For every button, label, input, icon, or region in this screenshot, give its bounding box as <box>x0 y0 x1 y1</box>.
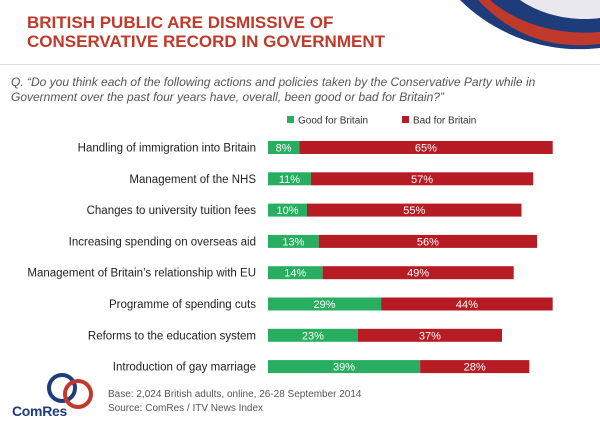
logo-text: ComRes <box>12 403 67 419</box>
question-line-1: Q. “Do you think each of the following a… <box>11 75 536 89</box>
survey-question: Q. “Do you think each of the following a… <box>11 75 591 105</box>
title-line-2: CONSERVATIVE RECORD IN GOVERNMENT <box>27 32 385 51</box>
bar-bad <box>299 141 553 154</box>
comres-logo <box>47 373 93 409</box>
bar-good <box>268 297 382 311</box>
bar-bad <box>381 297 553 311</box>
category-label: Changes to university tuition fees <box>87 205 257 217</box>
base-note: Base: 2,024 British adults, online, 26-2… <box>108 389 362 400</box>
bar-bad <box>420 360 530 374</box>
category-label: Increasing spending on overseas aid <box>69 236 256 248</box>
page-title: BRITISH PUBLIC ARE DISMISSIVE OF CONSERV… <box>27 13 447 51</box>
decorative-swoosh <box>460 0 600 50</box>
data-label-bad: 49% <box>407 268 429 280</box>
data-label-bad: 55% <box>403 205 425 217</box>
title-line-1: BRITISH PUBLIC ARE DISMISSIVE OF <box>27 13 334 32</box>
data-label-good: 10% <box>276 205 298 217</box>
bar-bad <box>310 172 534 186</box>
category-label: Management of the NHS <box>129 174 256 186</box>
chart-footer: Base: 2,024 British adults, online, 26-2… <box>108 388 362 416</box>
bar-good <box>268 141 300 154</box>
bar-good <box>268 172 311 186</box>
stacked-bar-chart: Good for Britain Bad for Britain Handling … <box>27 116 553 374</box>
category-label: Reforms to the education system <box>88 330 256 342</box>
bar-bad <box>318 234 538 248</box>
source-note: Source: ComRes / ITV News Index <box>108 403 264 414</box>
bar-good <box>268 360 421 374</box>
data-label-good: 14% <box>284 268 306 280</box>
data-label-bad: 65% <box>415 143 437 155</box>
header-divider <box>0 64 600 65</box>
data-label-bad: 44% <box>456 299 478 311</box>
bar-bad <box>322 266 514 280</box>
data-label-good: 29% <box>314 299 336 311</box>
data-label-good: 13% <box>282 236 304 248</box>
bar-bad <box>357 328 502 342</box>
data-label-good: 11% <box>279 174 300 186</box>
legend-swatch-0 <box>287 116 294 123</box>
legend-swatch-1 <box>402 116 409 123</box>
category-label: Handling of immigration into Britain <box>78 143 256 155</box>
category-label: Management of Britain’s relationship wit… <box>27 268 256 280</box>
data-label-good: 8% <box>276 143 292 155</box>
bar-good <box>268 266 323 280</box>
data-label-bad: 28% <box>464 362 486 374</box>
bar-good <box>268 328 358 342</box>
bar-bad <box>307 203 522 217</box>
bar-good <box>268 203 307 217</box>
data-label-good: 39% <box>333 362 355 374</box>
data-label-bad: 37% <box>419 330 441 342</box>
bar-good <box>268 234 319 248</box>
category-label: Introduction of gay marriage <box>113 362 256 374</box>
data-label-good: 23% <box>302 330 324 342</box>
legend-label-0: Good for Britain <box>298 116 368 127</box>
data-label-bad: 57% <box>411 174 433 186</box>
category-label: Programme of spending cuts <box>109 299 256 311</box>
question-line-2: Government over the past four years have… <box>11 90 444 104</box>
data-label-bad: 56% <box>417 236 439 248</box>
legend-label-1: Bad for Britain <box>413 116 476 127</box>
